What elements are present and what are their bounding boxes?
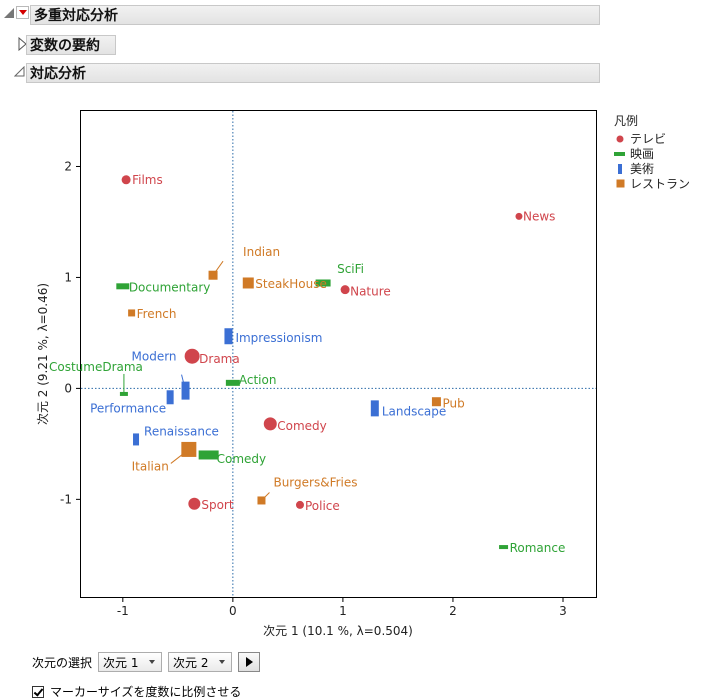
point-label: Italian	[132, 459, 169, 473]
point-french[interactable]	[128, 309, 136, 317]
outline-summary-title[interactable]: 変数の要約	[26, 35, 116, 55]
x-tick-label: 3	[559, 604, 567, 618]
point-landscape[interactable]	[370, 400, 379, 417]
point-label: CostumeDrama	[49, 360, 143, 374]
x-tick-label: 1	[339, 604, 347, 618]
point-label: Modern	[132, 350, 177, 364]
point-label: News	[523, 209, 555, 223]
point-label: Comedy	[217, 452, 267, 466]
legend-item-restaurant[interactable]: レストラン	[614, 176, 690, 191]
point-label: French	[137, 307, 177, 321]
label-leader-line	[212, 260, 224, 276]
legend-item-film[interactable]: 映画	[614, 146, 690, 161]
plot-frame	[80, 110, 597, 598]
legend-item-tv[interactable]: テレビ	[614, 131, 690, 146]
marker-size-checkbox-label: マーカーサイズを度数に比例させる	[50, 685, 242, 699]
y-tick-label: 0	[64, 381, 72, 395]
point-steakhouse[interactable]	[242, 277, 254, 289]
square-marker-icon	[614, 179, 626, 188]
x-tick-label: -1	[117, 604, 129, 618]
circle-marker-icon	[614, 135, 626, 143]
point-label: Burgers&Fries	[273, 475, 357, 489]
point-label: Landscape	[382, 404, 446, 418]
marker-size-option[interactable]: マーカーサイズを度数に比例させる	[32, 683, 241, 700]
point-label: SteakHouse	[255, 277, 327, 291]
y-axis-title: 次元 2 (9.21 %, λ=0.46)	[36, 283, 50, 425]
expanded-triangle-icon[interactable]	[14, 66, 26, 78]
dimension-x-select[interactable]: 次元 1	[98, 652, 163, 672]
point-renaissance[interactable]	[133, 433, 140, 446]
label-leader-line	[181, 374, 187, 391]
point-label: Nature	[350, 285, 391, 299]
legend-label-tv: テレビ	[630, 132, 667, 146]
vbar-marker-icon	[614, 163, 626, 175]
point-nature[interactable]	[340, 285, 350, 295]
chevron-down-icon	[149, 660, 156, 664]
point-label: Impressionism	[235, 331, 322, 345]
outline-main: 多重対応分析	[30, 4, 600, 26]
point-label: Police	[305, 499, 340, 513]
marker-size-checkbox[interactable]	[32, 685, 44, 698]
label-leader-line	[170, 449, 190, 464]
apply-dimension-button[interactable]	[238, 652, 261, 672]
point-label: Documentary	[129, 280, 211, 294]
point-label: Renaissance	[144, 424, 219, 438]
dimension-y-value: 次元 2	[173, 655, 209, 670]
point-pub[interactable]	[431, 397, 441, 407]
outline-toggle-main[interactable]	[4, 8, 14, 18]
point-label: Sport	[201, 498, 234, 512]
point-drama[interactable]	[184, 348, 200, 364]
chevron-down-icon	[219, 660, 226, 664]
legend-label-restaurant: レストラン	[630, 177, 691, 191]
y-tick-label: -1	[60, 492, 72, 506]
point-documentary[interactable]	[116, 283, 130, 290]
legend-item-art[interactable]: 美術	[614, 161, 690, 176]
x-tick-label: 2	[449, 604, 457, 618]
point-comedy[interactable]	[198, 450, 219, 460]
hbar-marker-icon	[614, 151, 626, 157]
x-axis-title: 次元 1 (10.1 %, λ=0.504)	[263, 624, 413, 638]
x-tick-label: 0	[229, 604, 237, 618]
point-label: Pub	[442, 397, 464, 411]
red-triangle-menu-button[interactable]	[16, 6, 29, 19]
point-police[interactable]	[295, 500, 304, 509]
dimension-controls: 次元の選択 次元 1 次元 2	[32, 652, 261, 672]
point-sport[interactable]	[188, 497, 201, 510]
point-scifi[interactable]	[315, 279, 331, 287]
point-label: SciFi	[337, 262, 364, 276]
y-tick-label: 1	[64, 270, 72, 284]
point-label: Indian	[243, 245, 280, 259]
point-label: Comedy	[277, 419, 327, 433]
outline-main-title[interactable]: 多重対応分析	[30, 5, 600, 25]
dimension-select-label: 次元の選択	[32, 655, 93, 670]
point-label: Romance	[510, 541, 566, 555]
label-leader-line	[261, 492, 270, 501]
outline-summary: 変数の要約	[26, 34, 116, 56]
legend-label-film: 映画	[630, 147, 655, 161]
dimension-y-select[interactable]: 次元 2	[168, 652, 233, 672]
legend-label-art: 美術	[630, 162, 655, 176]
point-label: Action	[239, 373, 277, 387]
point-performance[interactable]	[166, 390, 174, 405]
collapsed-triangle-icon[interactable]	[18, 37, 28, 51]
y-tick-label: 2	[64, 159, 72, 173]
point-romance[interactable]	[499, 545, 509, 550]
point-label: Drama	[199, 352, 240, 366]
point-news[interactable]	[515, 212, 523, 220]
outline-ca: 対応分析	[26, 62, 600, 84]
point-comedy[interactable]	[263, 417, 277, 431]
point-impressionism[interactable]	[224, 328, 233, 345]
outline-ca-title[interactable]: 対応分析	[26, 63, 600, 83]
legend: 凡例 テレビ 映画 美術 レストラン	[614, 112, 690, 191]
dimension-x-value: 次元 1	[103, 655, 139, 670]
point-films[interactable]	[121, 175, 131, 185]
point-action[interactable]	[225, 379, 240, 386]
point-label: Performance	[90, 401, 166, 415]
legend-title: 凡例	[614, 114, 639, 128]
point-label: Films	[132, 173, 163, 187]
